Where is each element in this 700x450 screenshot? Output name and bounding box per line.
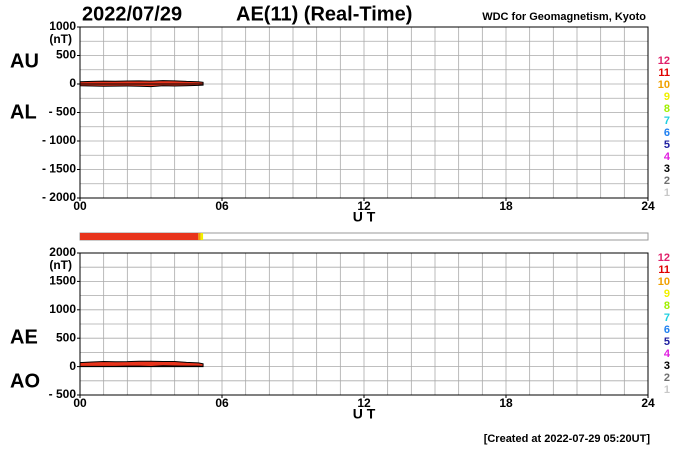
legend-label: 6 [664,324,670,336]
legend-label: 9 [664,288,670,300]
legend-label: 6 [664,127,670,139]
legend-label: 5 [664,139,670,151]
footer: [Created at 2022-07-29 05:20UT] [484,433,651,445]
x-tick-label: 12 [357,396,371,410]
y-tick-label: - 500 [49,105,77,119]
coverage-segment [80,233,199,240]
legend-label: 8 [664,103,670,115]
x-tick-label: 18 [499,396,513,410]
x-axis-label: U T [353,209,376,225]
x-tick-label: 00 [73,396,87,410]
legend-label: 1 [664,384,670,396]
date: 2022/07/29 [82,3,182,25]
x-tick-label: 00 [73,199,87,213]
legend-label: 12 [658,252,670,264]
legend-label: 4 [664,151,671,163]
y-tick-label: 1000 [49,302,76,316]
legend-label: 7 [664,115,670,127]
y-tick-label: 1000 [49,19,76,33]
x-tick-label: 12 [357,199,371,213]
y-tick-label: - 2000 [42,190,76,204]
legend-label: 9 [664,91,670,103]
y-tick-label: 2000 [49,245,76,259]
legend-label: 1 [664,187,670,199]
x-tick-label: 24 [641,396,655,410]
y-tick-label: 500 [56,48,76,62]
unit: (nT) [49,258,72,272]
coverage-segment [200,233,204,240]
x-tick-label: 24 [641,199,655,213]
legend-label: 10 [658,276,670,288]
legend-label: 3 [664,360,670,372]
series-label: AE [10,326,38,348]
y-tick-label: - 1000 [42,133,76,147]
x-tick-label: 06 [215,199,229,213]
legend-label: 2 [664,372,670,384]
legend-label: 11 [658,67,670,79]
y-tick-label: 1500 [49,274,76,288]
line-series [80,365,204,367]
legend-label: 12 [658,55,670,67]
y-tick-label: 0 [69,76,76,90]
title: AE(11) (Real-Time) [236,3,412,25]
series-label: AO [10,370,40,392]
area-series [79,83,204,88]
x-tick-label: 06 [215,396,229,410]
series-label: AL [10,101,37,123]
y-tick-label: 500 [56,330,76,344]
y-tick-label: 0 [69,359,76,373]
coverage-segment [198,233,201,240]
y-tick-label: - 500 [49,387,77,401]
series-label: AU [10,50,39,72]
legend-label: 5 [664,336,670,348]
source: WDC for Geomagnetism, Kyoto [482,11,646,23]
legend-label: 10 [658,79,670,91]
legend-label: 3 [664,163,670,175]
legend-label: 11 [658,264,670,276]
legend-label: 2 [664,175,670,187]
area-series [79,360,204,368]
legend-label: 8 [664,300,670,312]
y-tick-label: - 1500 [42,162,76,176]
x-tick-label: 18 [499,199,513,213]
unit: (nT) [49,32,72,46]
legend-label: 4 [664,348,671,360]
area-series [79,80,204,85]
x-axis-label: U T [353,406,376,422]
legend-label: 7 [664,312,670,324]
